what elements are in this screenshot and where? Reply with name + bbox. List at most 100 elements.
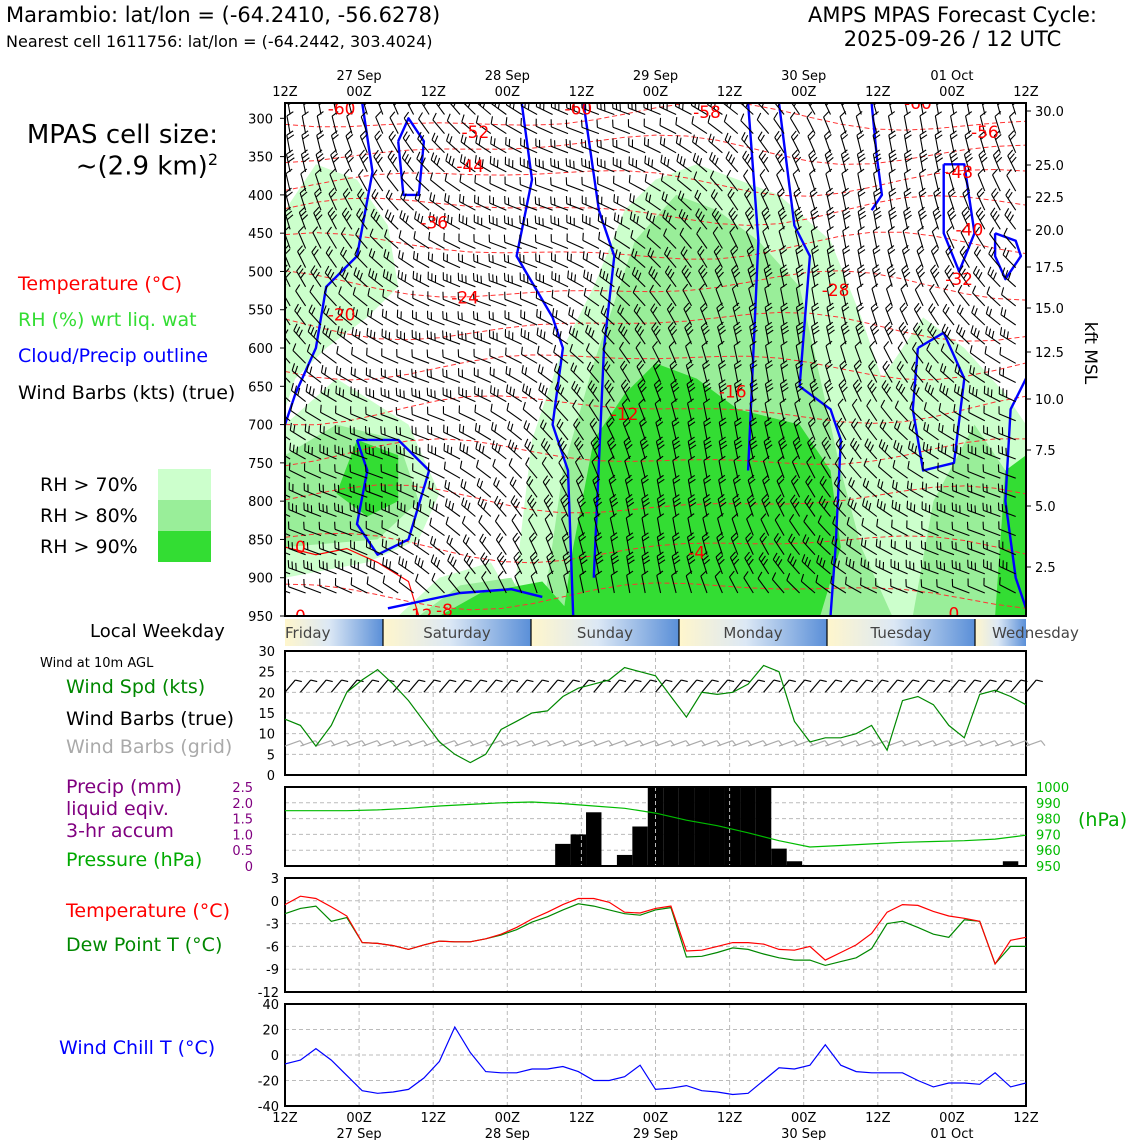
wind-barb-staff [598,257,615,269]
wind-barb [528,513,538,536]
wind-barb [366,347,384,364]
wind-barb-feather [404,504,406,513]
wind-barb [692,134,708,154]
wind-barb-feather [600,140,602,148]
wind-barb-staff [660,143,677,154]
wind-barb-feather [520,328,523,336]
wind-barb-feather [369,559,372,568]
wind-barb [382,557,399,575]
wind-barb [629,193,646,211]
wind-barb-staff [416,158,430,173]
wind-barb [552,326,569,345]
wind-barb-feather [718,360,726,366]
wind-barb [534,196,553,211]
wind-barb-feather [494,103,498,107]
wind-barb [565,196,584,211]
wind-barb-staff [412,297,430,307]
wind-barb-staff [707,122,723,135]
wind-barb-feather [395,407,398,415]
wind-barb-feather [452,559,457,567]
wind-barb [520,328,538,345]
wind-barb-feather [473,234,475,242]
wind-barb-feather [385,310,388,319]
wind-barb-feather [473,253,475,262]
wind-barb-feather [607,436,614,443]
wind-barb-feather [602,271,606,279]
wind-barb-feather [600,305,605,313]
wind-barb-staff [581,126,600,135]
wind-barb-staff [314,193,322,211]
wind-barb-feather [656,421,664,427]
wind-barb-feather [559,475,566,482]
wind-barb [412,310,430,326]
wind-barb-feather [611,103,614,109]
wind-barb-staff [412,488,430,498]
wind-barb-staff [366,374,384,384]
wind-barb [475,459,492,479]
wind-barb-feather [504,176,506,185]
wind-barb [305,403,322,422]
wind-barb-staff [345,135,353,153]
wind-barb-feather [458,386,460,395]
wind-barb [395,444,414,460]
rh80-label: RH > 80% [40,505,138,527]
wind-barb-staff [320,431,337,441]
wind-barb-staff [557,443,569,460]
wind-barb-staff [335,392,353,403]
wind-barb-feather [586,253,589,261]
wind-barb [566,233,584,250]
wind-barb-staff [285,567,291,575]
wind-barb-feather [563,535,570,542]
wind-barb-feather [554,381,559,390]
wind-barb-feather [681,264,687,272]
wind-barb-feather [568,307,571,315]
wind-barb [366,576,384,594]
wind-barb-feather [578,532,586,538]
wind-barb-feather [686,551,694,557]
wind-barb-feather [612,157,614,165]
wind-barb-feather [294,385,298,394]
wind-barb [536,308,553,326]
wind-barb [677,172,692,192]
wind-barb-feather [657,498,665,504]
wind-barb-staff [612,107,630,116]
wind-barb [677,190,692,211]
wind-barb-feather [368,248,373,256]
wind-barb-staff [427,375,445,384]
wind-barb-feather [713,245,720,252]
wind-barb [490,422,507,441]
wind-barb-feather [657,555,665,561]
wind-barb [670,398,678,421]
wind-barb-feather [672,474,680,481]
wind-barb-staff [381,375,399,384]
wind-barb [404,103,415,115]
wind-barb-feather [411,406,413,415]
wind-barb [707,115,723,135]
wind-barb-feather [592,474,599,481]
wind-barb [490,403,507,422]
wind-barb-feather [612,119,614,128]
wind-barb-staff [321,352,337,364]
wind-barb-feather [503,272,506,281]
wind-barb-feather [373,331,376,340]
wind-barb-feather [594,497,601,504]
wind-barb-feather [375,214,381,222]
wind-barb [662,209,677,230]
wind-barb-feather [507,197,510,206]
wind-barb-feather [505,384,509,393]
wind-barb-feather [458,368,460,376]
wind-barb [365,425,383,441]
wind-barb-staff [660,161,677,173]
wind-barb [659,136,677,154]
wind-barb [664,265,677,288]
wind-barb-feather [426,310,429,319]
wind-barb-feather [444,193,447,201]
wind-barb-feather [497,445,501,453]
wind-barb-feather [461,114,465,122]
wind-barb-staff [295,290,307,307]
wind-barb-staff [490,123,507,135]
wind-barb [403,111,415,134]
wind-barb-staff [285,448,291,460]
wind-barb-feather [613,194,616,202]
wind-barb-staff [369,235,384,249]
